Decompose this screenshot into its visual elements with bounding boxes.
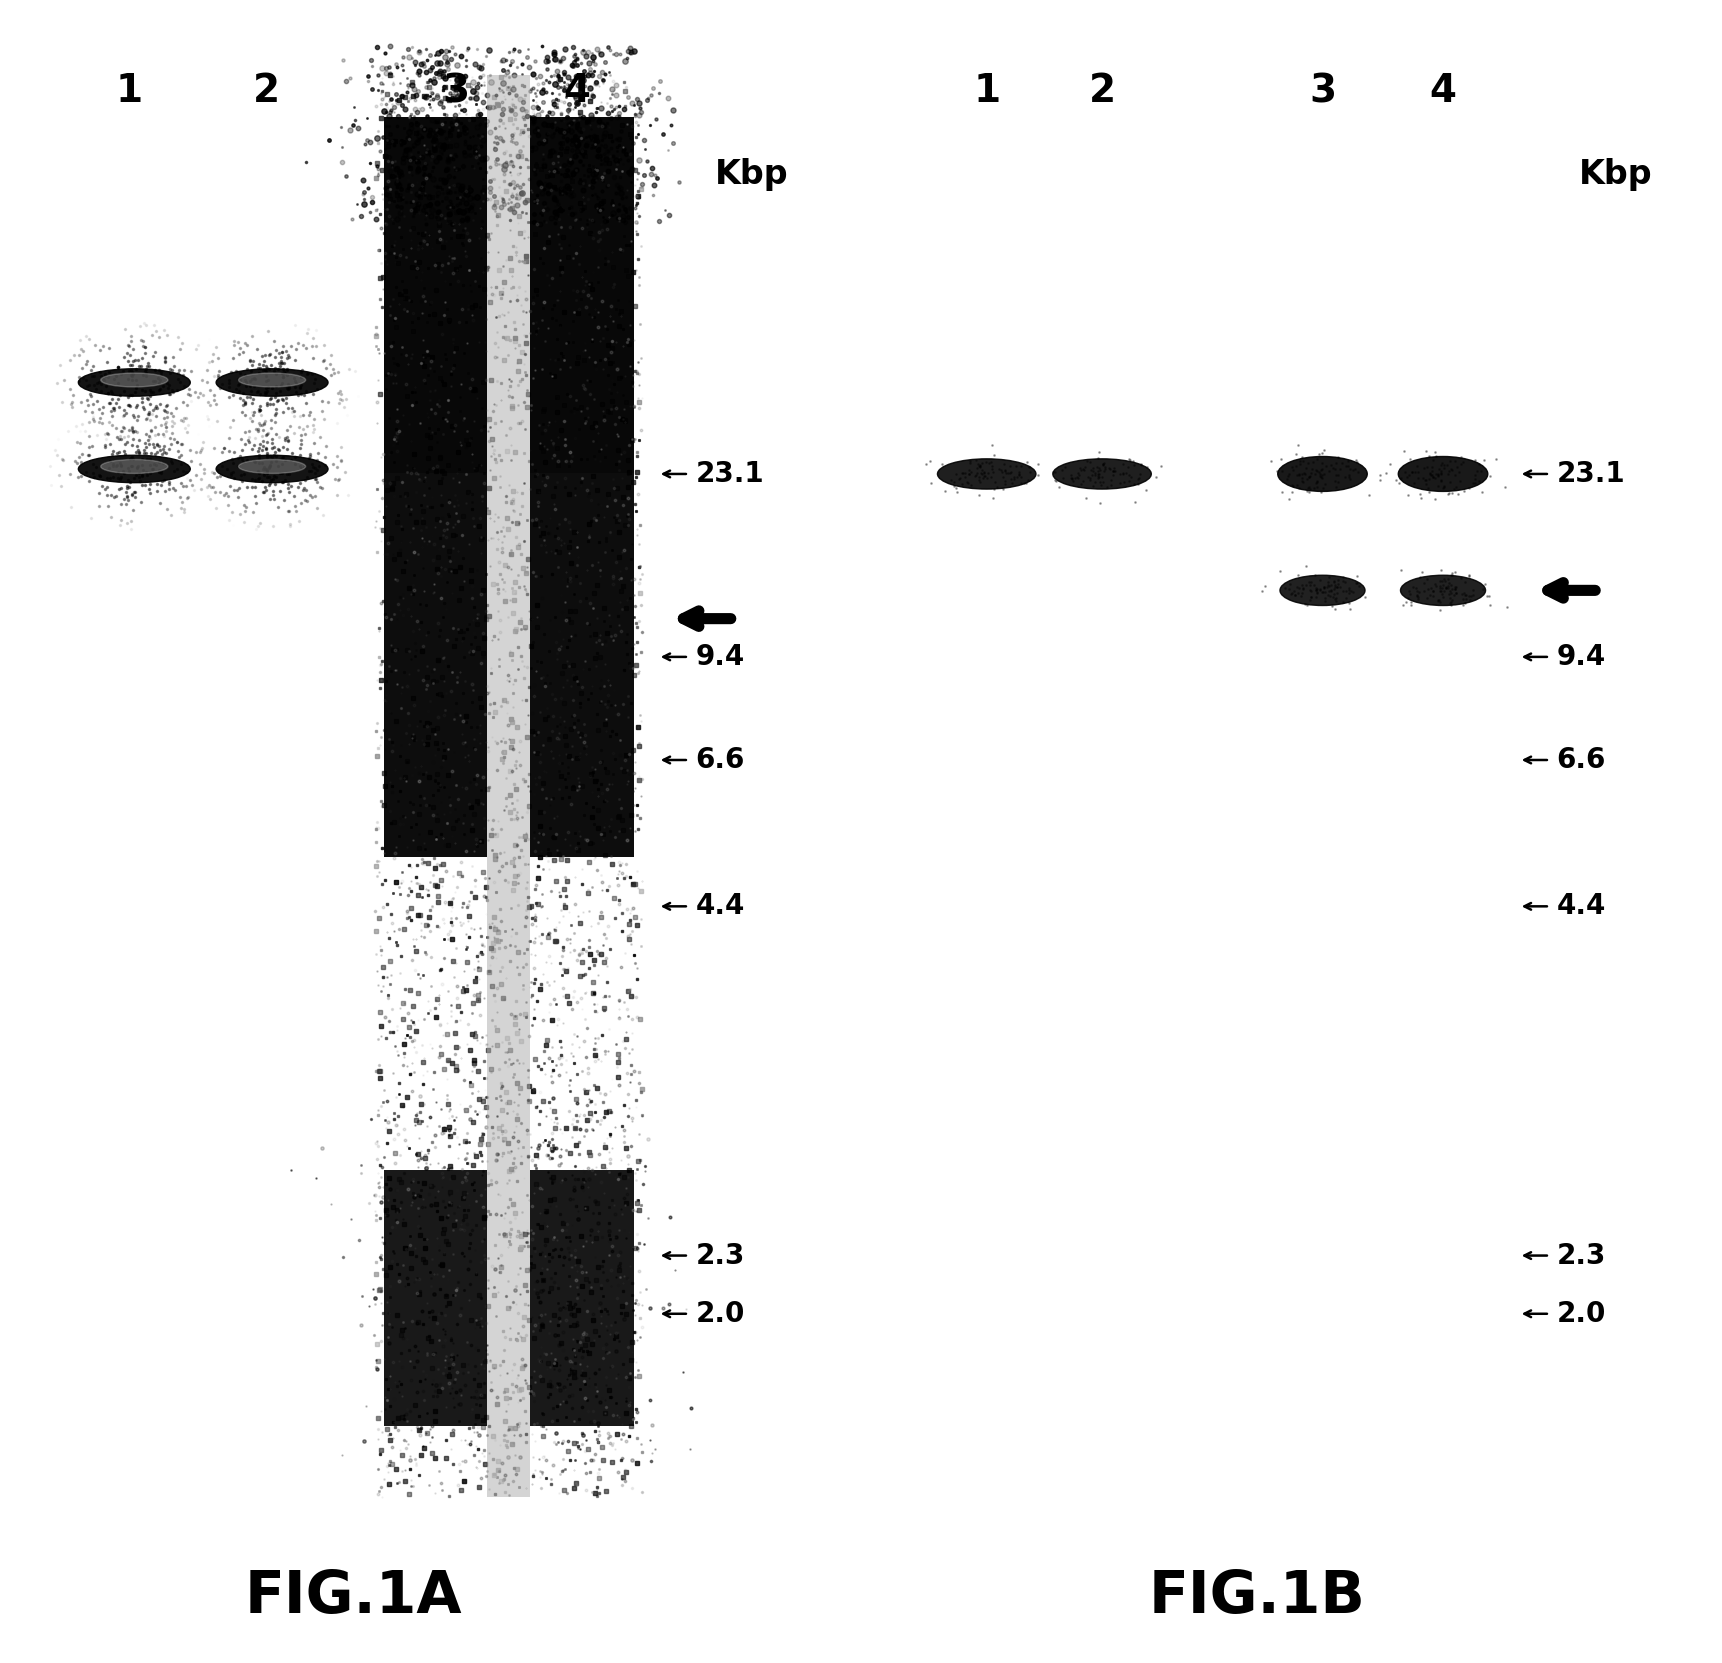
- Text: 4.4: 4.4: [1557, 893, 1607, 920]
- Bar: [487, 75, 530, 1497]
- Text: 6.6: 6.6: [1557, 747, 1607, 773]
- Ellipse shape: [937, 459, 1037, 489]
- Ellipse shape: [1279, 575, 1366, 605]
- Text: 3: 3: [1309, 73, 1336, 110]
- Text: 2.3: 2.3: [696, 1242, 746, 1269]
- Ellipse shape: [79, 369, 189, 396]
- Text: 23.1: 23.1: [1557, 461, 1626, 487]
- Ellipse shape: [238, 373, 307, 387]
- Ellipse shape: [217, 369, 329, 396]
- Text: 4: 4: [563, 73, 591, 110]
- Ellipse shape: [100, 459, 169, 474]
- Text: 9.4: 9.4: [1557, 644, 1607, 670]
- Ellipse shape: [1398, 456, 1488, 492]
- Text: Kbp: Kbp: [1579, 158, 1653, 191]
- Bar: [384, 1169, 487, 1425]
- Text: 2.0: 2.0: [1557, 1300, 1607, 1327]
- Text: 9.4: 9.4: [696, 644, 746, 670]
- Text: FIG.1B: FIG.1B: [1149, 1568, 1366, 1625]
- Ellipse shape: [238, 459, 307, 474]
- Bar: [530, 1169, 634, 1425]
- Bar: [384, 472, 487, 856]
- Ellipse shape: [1052, 459, 1152, 489]
- Ellipse shape: [79, 456, 189, 482]
- Bar: [530, 118, 634, 472]
- Text: FIG.1A: FIG.1A: [245, 1568, 461, 1625]
- Text: 2: 2: [253, 73, 281, 110]
- Text: 1: 1: [973, 73, 1000, 110]
- Bar: [384, 118, 487, 472]
- Ellipse shape: [217, 456, 329, 482]
- Ellipse shape: [1400, 575, 1486, 605]
- Ellipse shape: [1278, 456, 1367, 492]
- Text: 2.0: 2.0: [696, 1300, 746, 1327]
- Text: 2.3: 2.3: [1557, 1242, 1607, 1269]
- Text: Kbp: Kbp: [715, 158, 789, 191]
- Text: 3: 3: [443, 73, 470, 110]
- Text: 2: 2: [1088, 73, 1116, 110]
- Text: 4: 4: [1429, 73, 1457, 110]
- Ellipse shape: [100, 373, 169, 387]
- Text: 1: 1: [115, 73, 143, 110]
- Bar: [530, 472, 634, 856]
- Text: 23.1: 23.1: [696, 461, 765, 487]
- Text: 6.6: 6.6: [696, 747, 746, 773]
- Text: 4.4: 4.4: [696, 893, 746, 920]
